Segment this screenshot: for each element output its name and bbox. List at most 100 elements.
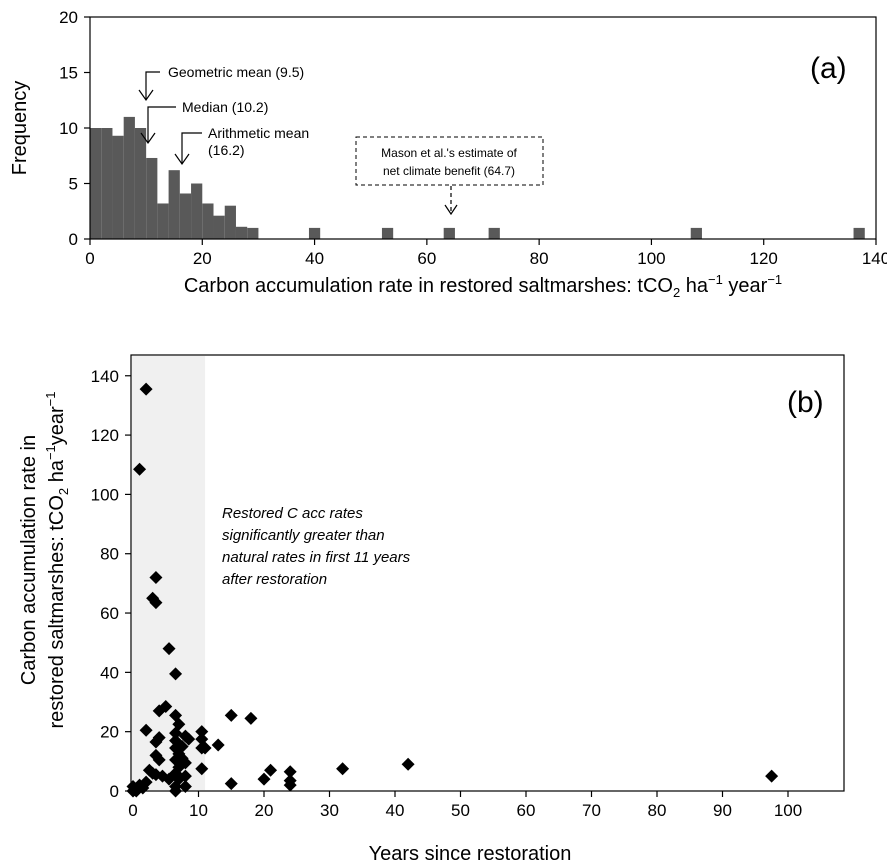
x-tick-label: 60 [517, 801, 536, 820]
x-tick-label: 40 [305, 249, 324, 268]
y-tick-label: 15 [59, 64, 78, 83]
x-tick-label: 0 [128, 801, 137, 820]
mason-estimate-label-2: net climate benefit (64.7) [383, 164, 515, 178]
histogram-bar [168, 170, 180, 239]
scatter-point [178, 780, 192, 794]
histogram-bar [213, 215, 225, 239]
arithmetic-mean-leader [181, 132, 202, 164]
scatter-point [182, 732, 196, 746]
panel-b: 0 10 20 30 40 50 60 70 80 90 100 0 20 40 60 80 100 120 14… [18, 354, 845, 865]
scatter-point [283, 765, 297, 779]
scatter-point [159, 699, 173, 713]
x-tick-label: 140 [862, 249, 887, 268]
x-tick-label: 20 [193, 249, 212, 268]
panel-b-y-axis-label-sup1: −1 [43, 445, 58, 460]
scatter-point [211, 738, 225, 752]
y-tick-label: 5 [69, 175, 78, 194]
scatter-point [224, 708, 238, 722]
histogram-bar [191, 183, 203, 239]
median-leader [147, 106, 176, 143]
panel-b-frame [130, 354, 845, 792]
scatter-point [162, 642, 176, 656]
histogram-bar [202, 203, 214, 239]
x-tick-label: 0 [85, 249, 94, 268]
histogram-bar [146, 157, 158, 239]
x-tick-label: 70 [582, 801, 601, 820]
y-tick-label: 20 [100, 723, 119, 742]
histogram-bar [224, 205, 236, 239]
histogram-bar [101, 128, 113, 239]
y-tick-label: 60 [100, 604, 119, 623]
significance-line-1: Restored C acc rates [222, 505, 363, 522]
histogram-bar [308, 227, 321, 239]
scatter-point [178, 769, 192, 783]
scatter-points [126, 382, 779, 798]
scatter-point [283, 778, 297, 792]
x-tick-label: 30 [320, 801, 339, 820]
panel-a-x-ticks: 0 20 40 60 80 100 120 140 [85, 239, 887, 268]
histogram-bar [90, 128, 102, 239]
median-label: Median (10.2) [182, 99, 268, 115]
panel-a-x-axis-label-sup2: −1 [767, 272, 782, 287]
scatter-point [765, 769, 779, 783]
x-tick-label: 120 [750, 249, 778, 268]
significance-line-3: natural rates in first 11 years [222, 549, 411, 566]
histogram-bar [853, 227, 865, 239]
scatter-point [264, 763, 278, 777]
geometric-mean-label: Geometric mean (9.5) [168, 64, 304, 80]
significance-line-2: significantly greater than [222, 527, 385, 544]
median-arrowhead [140, 132, 156, 145]
panel-a-x-axis-label-sup1: −1 [708, 272, 723, 287]
y-tick-label: 0 [69, 230, 78, 249]
histogram-bar [112, 135, 124, 239]
panel-a-label: (a) [810, 52, 847, 85]
histogram-bar [157, 203, 169, 239]
x-tick-label: 10 [189, 801, 208, 820]
scatter-point [224, 777, 238, 791]
significance-annotation: Restored C acc rates significantly great… [222, 505, 411, 588]
panel-b-y-axis-label-year: year [46, 406, 68, 445]
x-tick-label: 20 [255, 801, 274, 820]
scatter-point [401, 757, 415, 771]
histogram-bar [134, 128, 147, 239]
scatter-point [162, 772, 176, 786]
histogram-bar [443, 227, 455, 239]
arithmetic-mean-label-1: Arithmetic mean [208, 125, 309, 141]
x-tick-label: 100 [637, 249, 665, 268]
mason-estimate-arrowhead [444, 204, 458, 216]
y-tick-label: 10 [59, 119, 78, 138]
y-tick-label: 100 [91, 485, 119, 504]
x-tick-label: 50 [451, 801, 470, 820]
histogram-bar [381, 227, 394, 239]
panel-a-x-axis-label-ha: ha [680, 275, 709, 297]
panel-a-x-axis-label-sub: 2 [673, 285, 680, 300]
scatter-point [149, 596, 163, 610]
panel-b-label: (b) [787, 386, 824, 419]
scatter-point [152, 753, 166, 767]
scatter-point [169, 667, 183, 681]
significance-shaded-region [132, 356, 206, 790]
panel-a-y-axis-label: Frequency [9, 81, 31, 176]
scatter-point [244, 711, 258, 725]
scatter-point [139, 723, 153, 737]
geometric-mean-arrowhead [138, 89, 154, 102]
panel-b-x-axis-label: Years since restoration [369, 843, 572, 865]
x-tick-label: 80 [530, 249, 549, 268]
panel-a-x-axis-label-main: Carbon accumulation rate in restored sal… [184, 275, 673, 297]
panel-b-y-axis-label-main: restored saltmarshes: tCO [46, 495, 68, 728]
geometric-mean-annotation: Geometric mean (9.5) [138, 64, 304, 102]
scatter-point [169, 726, 183, 740]
scatter-point [257, 772, 271, 786]
scatter-point [175, 740, 189, 754]
histogram-bar [235, 226, 248, 239]
x-tick-label: 80 [648, 801, 667, 820]
panel-b-y-axis-label-line1: Carbon accumulation rate in [18, 435, 40, 685]
y-tick-label: 80 [100, 545, 119, 564]
panel-b-x-ticks: 0 10 20 30 40 50 60 70 80 90 100 [128, 791, 802, 820]
panel-a: 0 20 40 60 80 100 120 140 0 5 10 15 20 (a) Frequenc… [9, 8, 887, 300]
scatter-point [178, 756, 192, 770]
scatter-point [195, 741, 209, 755]
y-tick-label: 0 [110, 782, 119, 801]
panel-a-y-ticks: 0 5 10 15 20 [59, 8, 90, 249]
